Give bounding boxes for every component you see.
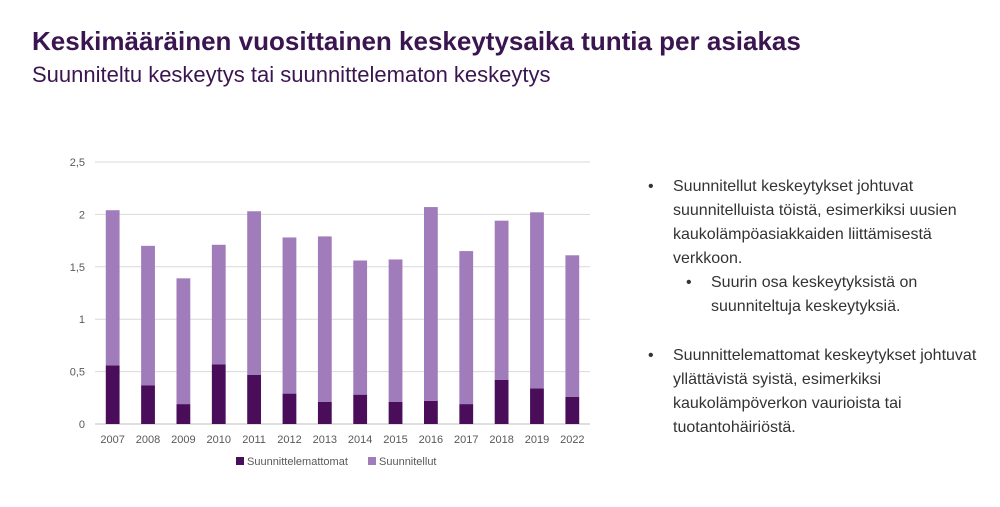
x-tick-label: 2008 [136,434,160,446]
bullet-subitem-most-planned: • Suurin osa keskeytyksistä on suunnitel… [686,271,978,319]
bar-planned [141,245,155,386]
bar-unplanned [282,393,297,424]
bar-planned [530,212,544,389]
bullet-text: Suunnitellut keskeytykset johtuvat suunn… [673,178,957,267]
y-tick-label: 1,5 [70,262,85,274]
bar-unplanned [141,385,155,424]
bar-unplanned [105,365,120,424]
bar-unplanned [530,388,544,424]
bullet-item-unplanned: • Suunnittelemattomat keskeytykset johtu… [648,344,978,440]
bar-unplanned [494,379,509,424]
bullet-item-planned: • Suunnitellut keskeytykset johtuvat suu… [648,175,978,271]
bar-unplanned [211,364,226,424]
bullet-list: • Suunnitellut keskeytykset johtuvat suu… [648,175,978,440]
x-tick-label: 2009 [171,434,195,446]
y-tick-label: 0 [79,419,85,431]
x-tick-label: 2022 [560,434,584,446]
bullet-text: Suurin osa keskeytyksistä on suunniteltu… [711,274,918,315]
y-tick-label: 0,5 [70,367,85,379]
stacked-bar-chart: 0 0,5 1 1,5 2 2,5 2007 2008 2009 2010 2011 2012 2013… [70,157,590,468]
bar-unplanned [247,374,262,424]
bar-planned [388,259,403,402]
bar-planned [353,260,368,395]
y-tick-label: 1 [79,314,85,326]
bar-planned [211,244,226,365]
x-tick-label: 2007 [100,434,124,446]
bar-planned [565,255,580,397]
bar-planned [317,236,332,402]
bar-unplanned [353,394,368,424]
bar-unplanned [423,400,438,424]
bar-unplanned [565,396,580,424]
bullet-dot-icon: • [686,274,692,291]
legend-label: Suunnittelemattomat [247,456,348,468]
bar-unplanned [388,401,403,424]
x-tick-label: 2017 [454,434,478,446]
bar-planned [494,220,509,380]
x-tick-label: 2015 [383,434,407,446]
x-tick-label: 2013 [313,434,337,446]
bar-planned [247,211,262,375]
x-tick-label: 2014 [348,434,372,446]
bullet-dot-icon: • [648,347,654,364]
page-subtitle: Suunniteltu keskeytys tai suunnittelemat… [32,62,551,87]
x-tick-label: 2010 [207,434,231,446]
bullet-text: Suunnittelemattomat keskeytykset johtuva… [673,347,977,436]
x-tick-label: 2018 [489,434,513,446]
bar-planned [105,210,120,366]
bar-planned [459,251,474,405]
bar-unplanned [317,401,332,424]
legend-label: Suunnitellut [379,456,437,468]
bar-planned [423,207,438,401]
x-tick-label: 2011 [242,434,266,446]
y-tick-label: 2 [79,209,85,221]
bar-planned [176,278,191,405]
x-tick-label: 2016 [419,434,443,446]
bar-unplanned [459,404,474,424]
legend-swatch [368,457,376,465]
legend-swatch [236,457,244,465]
bar-planned [282,237,297,394]
bullet-dot-icon: • [648,178,654,195]
x-tick-label: 2012 [277,434,301,446]
bar-unplanned [176,404,191,424]
page-title: Keskimääräinen vuosittainen keskeytysaik… [32,26,801,56]
y-tick-label: 2,5 [70,157,85,169]
x-tick-label: 2019 [525,434,549,446]
